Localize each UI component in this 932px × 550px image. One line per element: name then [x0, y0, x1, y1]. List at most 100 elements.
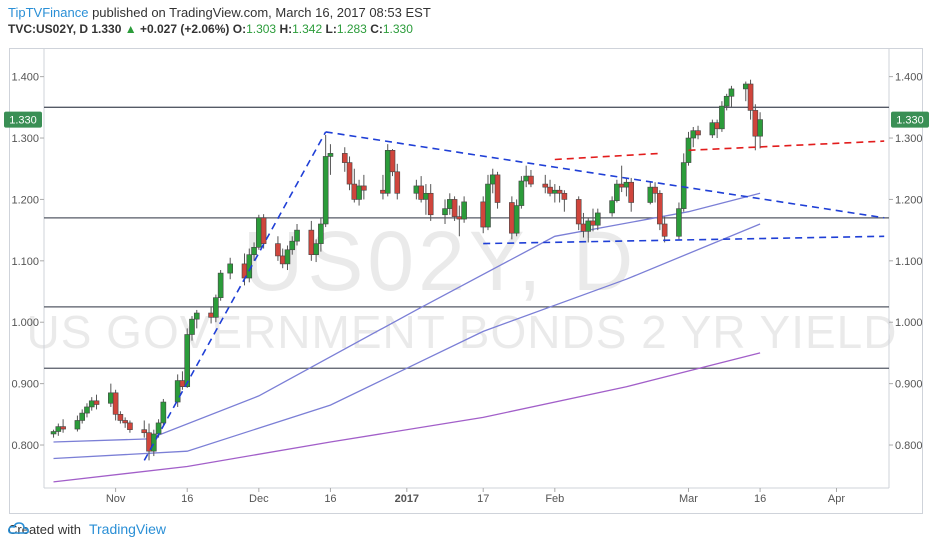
candle: [757, 112, 763, 149]
candle: [618, 165, 625, 193]
candle-body: [279, 255, 286, 265]
candle: [427, 184, 434, 221]
candle-body: [327, 153, 334, 157]
price-tag-label: 1.330: [9, 115, 37, 127]
candle-body: [480, 201, 487, 228]
candle-body: [528, 175, 534, 185]
candle: [351, 168, 358, 203]
price-tick-label: 1.200: [11, 194, 39, 206]
price-tag-box: [891, 111, 929, 128]
candle: [275, 236, 281, 261]
candle: [556, 185, 563, 203]
candle-body: [213, 297, 219, 318]
candle-body: [623, 181, 630, 188]
candle-body: [361, 185, 367, 191]
candle: [418, 176, 424, 203]
candle-body: [256, 217, 262, 248]
candle-body: [394, 171, 401, 194]
up-arrow-icon: ▲: [124, 22, 137, 36]
candle: [485, 174, 491, 231]
time-tick-label: 17: [477, 493, 489, 505]
candle: [518, 176, 525, 209]
candle-body: [552, 189, 558, 194]
candle: [112, 389, 119, 421]
candle-body: [122, 420, 128, 424]
candle-body: [614, 183, 620, 201]
candle: [594, 208, 601, 231]
trendline: [688, 140, 885, 152]
candle-body: [652, 186, 658, 194]
candle-body: [494, 174, 501, 203]
chart-frame[interactable]: [9, 48, 923, 514]
candle: [289, 236, 296, 255]
candle-body: [308, 229, 315, 255]
candle: [680, 153, 687, 212]
candle: [628, 177, 635, 212]
candle: [189, 316, 195, 341]
candle: [719, 101, 725, 132]
price-tick-label: 1.100: [11, 256, 39, 268]
candle: [318, 217, 324, 252]
candle-body: [322, 156, 329, 225]
time-tick-label: Dec: [249, 493, 269, 505]
candle-body: [423, 192, 429, 200]
candle: [513, 199, 520, 237]
candle: [461, 196, 467, 223]
candle-body: [193, 312, 200, 320]
candle: [723, 93, 730, 111]
candle: [523, 165, 529, 188]
candle: [227, 257, 233, 280]
price-tags: 1.330 1.330: [4, 111, 929, 128]
low-label: L:: [325, 22, 337, 36]
publisher-name[interactable]: TipTVFinance: [8, 5, 89, 20]
price-tag-label: 1.330: [896, 115, 924, 127]
price-axis-left: 1.400 1.300 1.200 1.100 1.000 0.900 0.800: [11, 72, 44, 452]
candle: [55, 423, 62, 436]
candle: [127, 420, 133, 433]
candle: [685, 131, 692, 166]
candle: [341, 147, 348, 172]
candle: [752, 104, 759, 151]
candle-body: [251, 247, 257, 255]
candle: [413, 179, 420, 200]
candle-body: [628, 181, 635, 203]
candle: [93, 394, 100, 410]
candle: [690, 126, 697, 148]
candle-body: [313, 243, 319, 255]
candle-body: [294, 229, 300, 242]
candle: [552, 184, 558, 203]
watermark: US02Y, D US GOVERNMENT BONDS 2 YR YIELD: [26, 214, 896, 358]
price-axis-right: 1.400 1.300 1.200 1.100 1.000 0.900 0.800: [889, 72, 923, 452]
footer: Created with TradingView: [8, 521, 166, 537]
candle-body: [127, 422, 133, 430]
trendline: [143, 131, 327, 461]
candle: [79, 409, 85, 424]
candle-body: [446, 199, 453, 209]
candle-body: [174, 380, 181, 403]
candle-body: [657, 192, 663, 225]
candle-body: [413, 185, 420, 194]
candle: [251, 242, 257, 261]
candle: [380, 174, 386, 200]
trendline: [483, 235, 885, 245]
candle-body: [451, 199, 458, 217]
candle-body: [523, 175, 529, 182]
candle-body: [561, 192, 568, 200]
published-line: TipTVFinance published on TradingView.co…: [8, 4, 431, 21]
high-label: H:: [279, 22, 293, 36]
tradingview-brand[interactable]: TradingView: [88, 521, 167, 537]
candle-body: [518, 180, 525, 206]
close-label: C:: [370, 22, 383, 36]
candle-body: [384, 150, 391, 194]
high-value: 1.342: [292, 22, 323, 36]
candle-body: [117, 414, 124, 421]
candle-body: [590, 220, 596, 226]
chart-header: TipTVFinance published on TradingView.co…: [8, 4, 431, 38]
price-tick-label: 1.400: [895, 72, 923, 84]
candle-body: [456, 216, 463, 220]
candle: [609, 196, 615, 217]
candle: [308, 220, 315, 261]
candle-body: [575, 199, 582, 225]
candle-body: [108, 392, 114, 404]
